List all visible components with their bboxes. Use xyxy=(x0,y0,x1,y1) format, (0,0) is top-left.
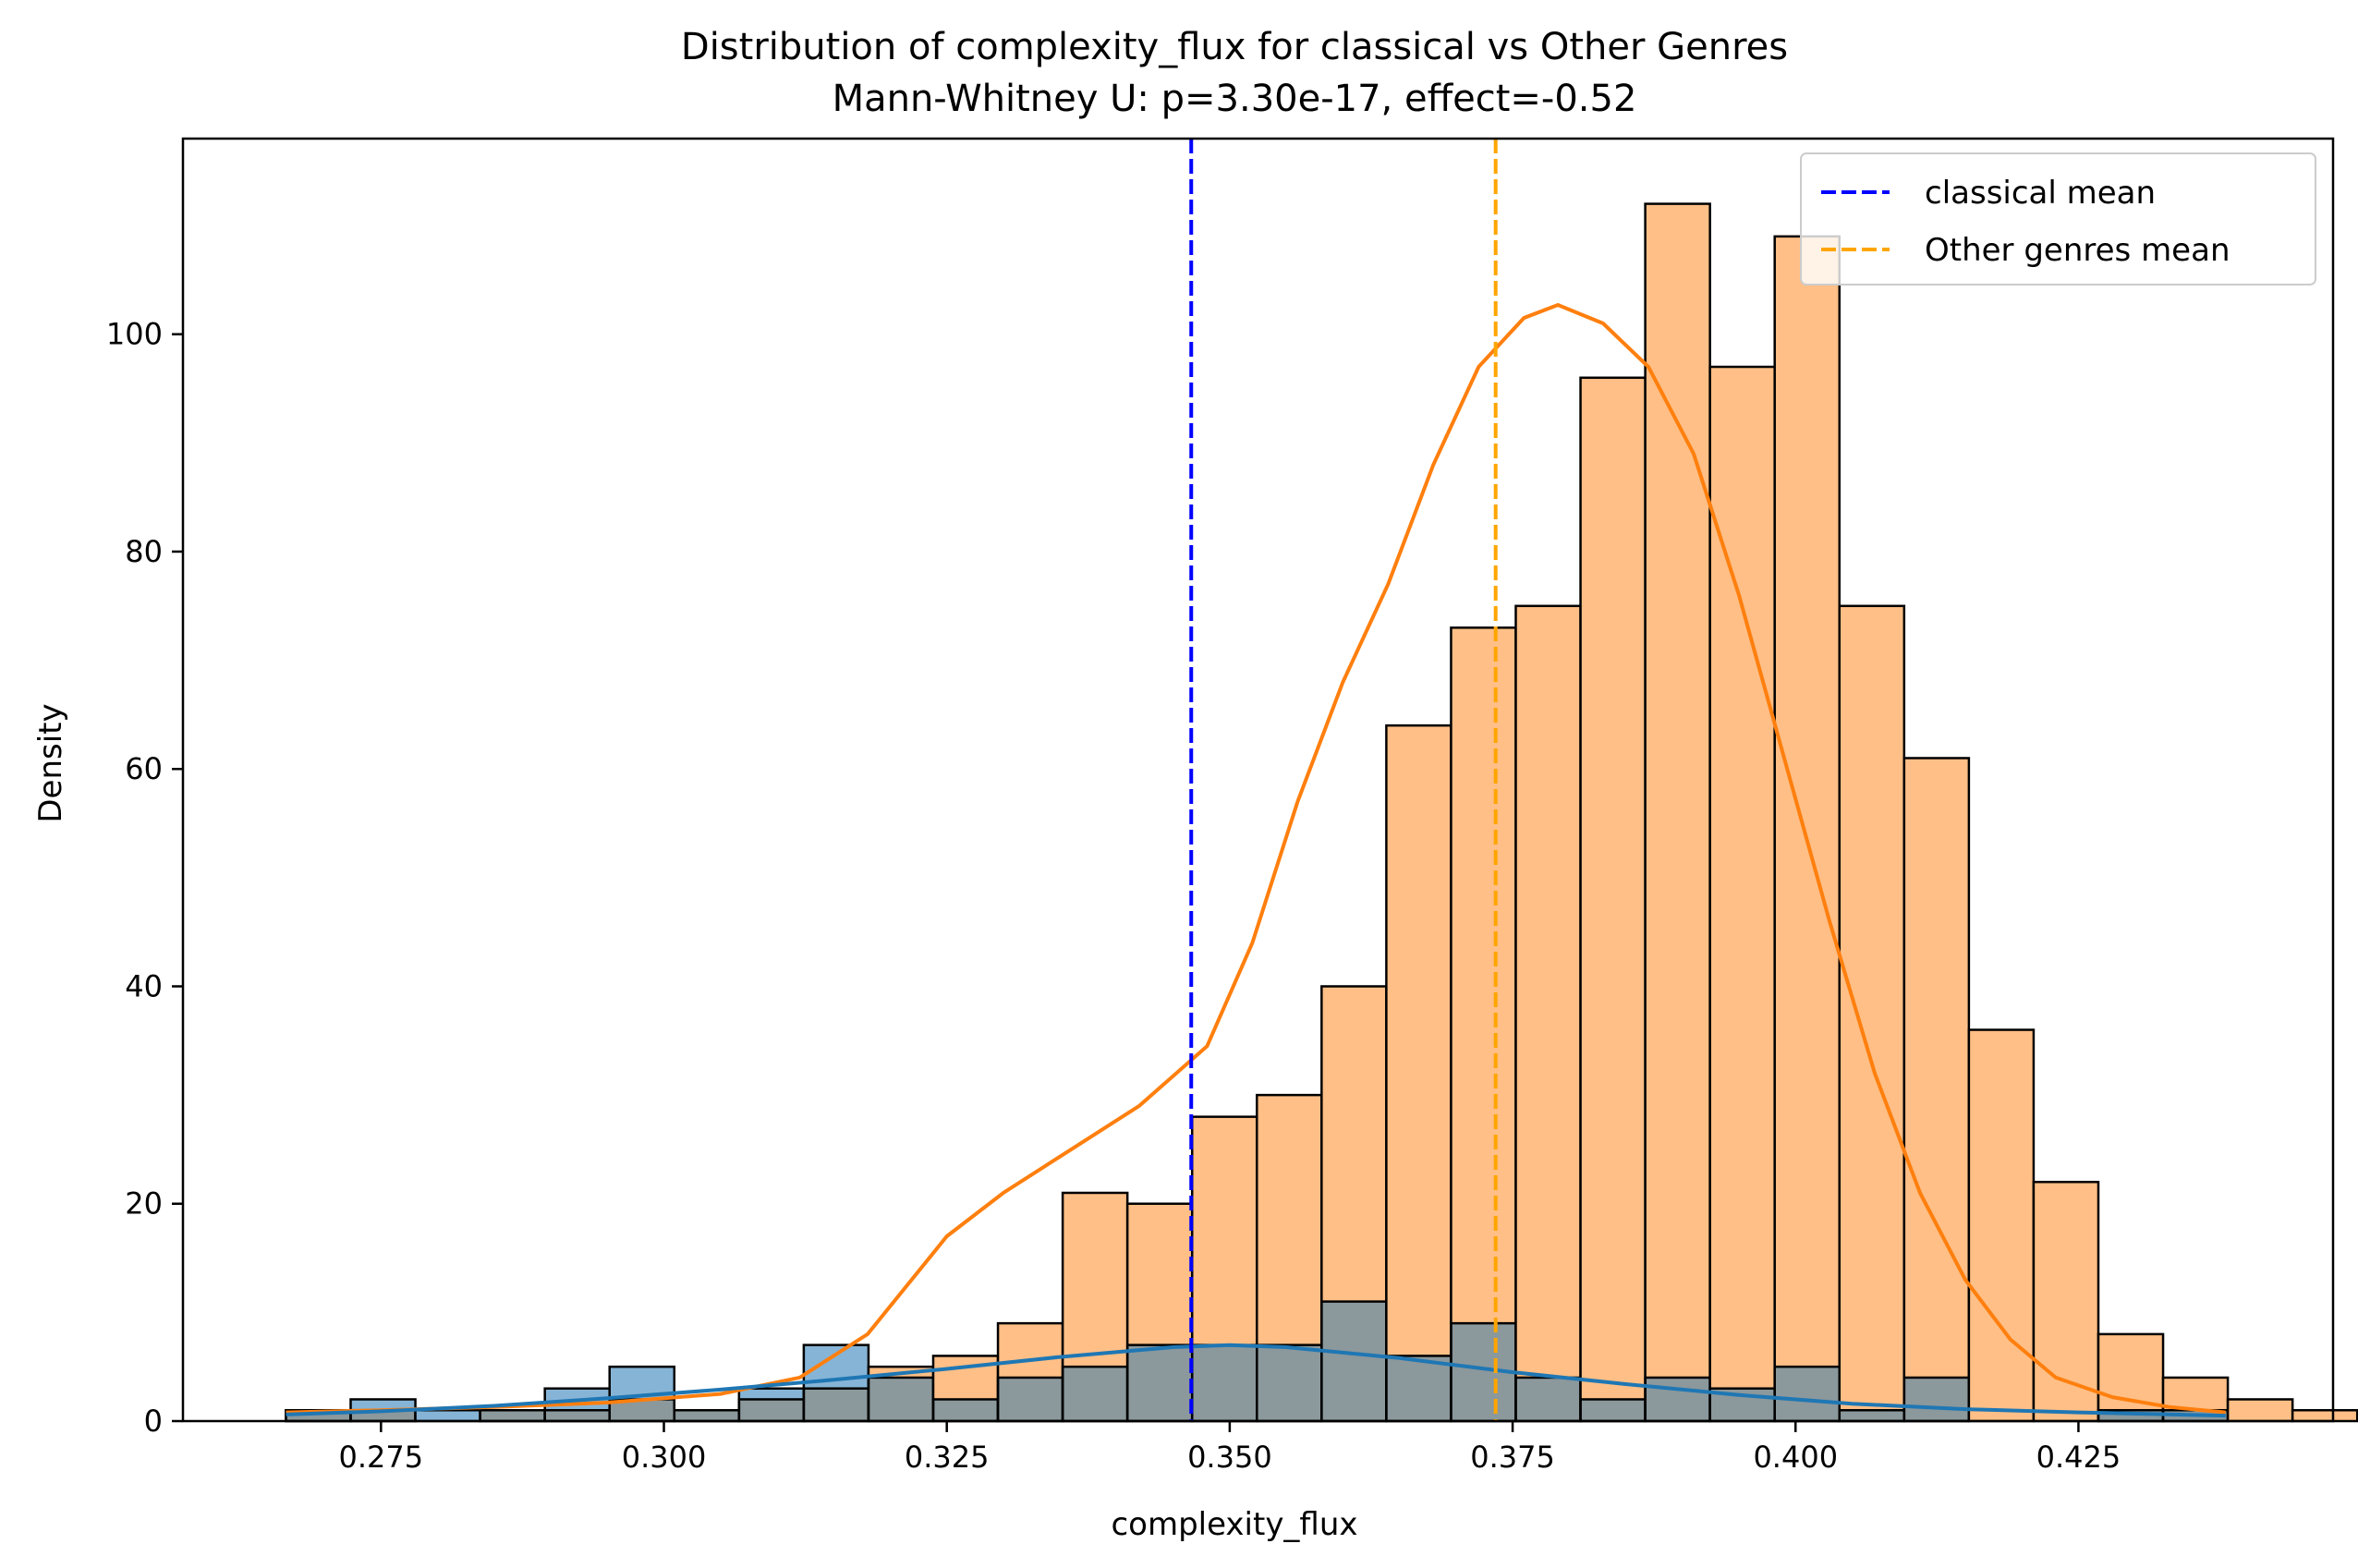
other-genres-bar xyxy=(1968,1029,2034,1421)
classical-kde-line xyxy=(286,1343,2226,1418)
legend: classical mean Other genres mean xyxy=(1800,152,2316,286)
other-genres-bar xyxy=(1515,605,1581,1378)
other-genres-bar xyxy=(2292,1410,2358,1421)
overlap-bar xyxy=(1645,1377,1710,1421)
y-axis-label: Density xyxy=(32,703,69,822)
overlap-bar xyxy=(544,1410,610,1421)
other-genres-bar xyxy=(1321,986,1387,1302)
legend-other-genres-mean-label: Other genres mean xyxy=(1925,232,2230,269)
x-tick-label: 0.275 xyxy=(339,1440,424,1475)
x-tick-label: 0.400 xyxy=(1753,1440,1838,1475)
y-tick-label: 100 xyxy=(106,317,163,352)
x-tick-label: 0.300 xyxy=(622,1440,707,1475)
other-genres-bar xyxy=(1709,367,1775,1389)
classical-bar xyxy=(350,1399,416,1411)
overlap-bar xyxy=(1580,1399,1646,1421)
overlap-bar xyxy=(998,1377,1064,1421)
other-genres-bar xyxy=(2033,1182,2098,1421)
other-genres-bar xyxy=(1192,1116,1258,1345)
y-tick-label: 20 xyxy=(125,1186,163,1222)
overlap-bar xyxy=(933,1399,999,1421)
other-genres-bar xyxy=(1127,1203,1193,1345)
y-tick-label: 40 xyxy=(125,968,163,1003)
overlap-bar xyxy=(1839,1410,1904,1421)
overlap-bar xyxy=(738,1399,804,1421)
classical-bar xyxy=(415,1410,480,1421)
other-genres-bar xyxy=(1451,627,1516,1324)
overlap-bar xyxy=(868,1377,934,1421)
other-genres-bar xyxy=(1257,1095,1322,1345)
overlap-bar xyxy=(803,1388,869,1421)
other-genres-bar xyxy=(2228,1399,2293,1421)
x-tick-label: 0.350 xyxy=(1187,1440,1272,1475)
overlap-bar xyxy=(674,1410,739,1421)
overlap-bar xyxy=(1321,1301,1387,1421)
overlap-bar xyxy=(1257,1344,1322,1421)
plot-area: 0.275 0.300 0.325 0.350 0.375 0.400 0.425 0 20 40… xyxy=(106,137,2358,1475)
chart-title: Distribution of complexity_flux for clas… xyxy=(681,26,1788,68)
x-tick-label: 0.325 xyxy=(905,1440,990,1475)
plot-frame xyxy=(181,137,2335,1423)
overlap-bar xyxy=(1386,1355,1452,1421)
other-genres-bar xyxy=(2163,1377,2229,1411)
other-genres-bar xyxy=(933,1355,999,1400)
y-tick-label: 0 xyxy=(144,1404,163,1439)
overlap-bar xyxy=(1063,1367,1128,1421)
classical-bar xyxy=(738,1388,804,1400)
y-tick-label: 80 xyxy=(125,534,163,569)
other-genres-bar xyxy=(998,1323,1064,1378)
overlap-bar xyxy=(1515,1377,1581,1421)
other-genres-bar xyxy=(1645,203,1710,1378)
other-genres-bar xyxy=(1774,236,1840,1367)
x-tick-label: 0.425 xyxy=(2036,1440,2121,1475)
other-genres-bar xyxy=(1386,725,1452,1356)
other-genres-bar xyxy=(1903,758,1969,1378)
chart-subtitle: Mann-Whitney U: p=3.30e-17, effect=-0.52 xyxy=(833,78,1637,120)
overlap-bar xyxy=(480,1410,545,1421)
y-tick-label: 60 xyxy=(125,751,163,786)
overlap-bar xyxy=(1192,1344,1258,1421)
overlap-bar xyxy=(609,1399,675,1421)
overlap-bar xyxy=(2097,1410,2164,1421)
other-genres-kde-line xyxy=(286,302,2226,1415)
overlap-bar xyxy=(1903,1377,1969,1421)
legend-box xyxy=(1800,152,2316,286)
overlap-bar xyxy=(1774,1367,1840,1421)
overlap-bar xyxy=(350,1410,416,1421)
overlap-bar xyxy=(286,1410,351,1421)
x-tick-label: 0.375 xyxy=(1470,1440,1555,1475)
overlap-bar xyxy=(1127,1344,1193,1421)
legend-classical-mean-label: classical mean xyxy=(1925,175,2156,212)
x-axis-label: complexity_flux xyxy=(1111,1506,1357,1543)
other-genres-bar xyxy=(1580,377,1646,1400)
other-genres-bar xyxy=(1063,1192,1128,1367)
other-genres-bar xyxy=(1839,605,1904,1411)
